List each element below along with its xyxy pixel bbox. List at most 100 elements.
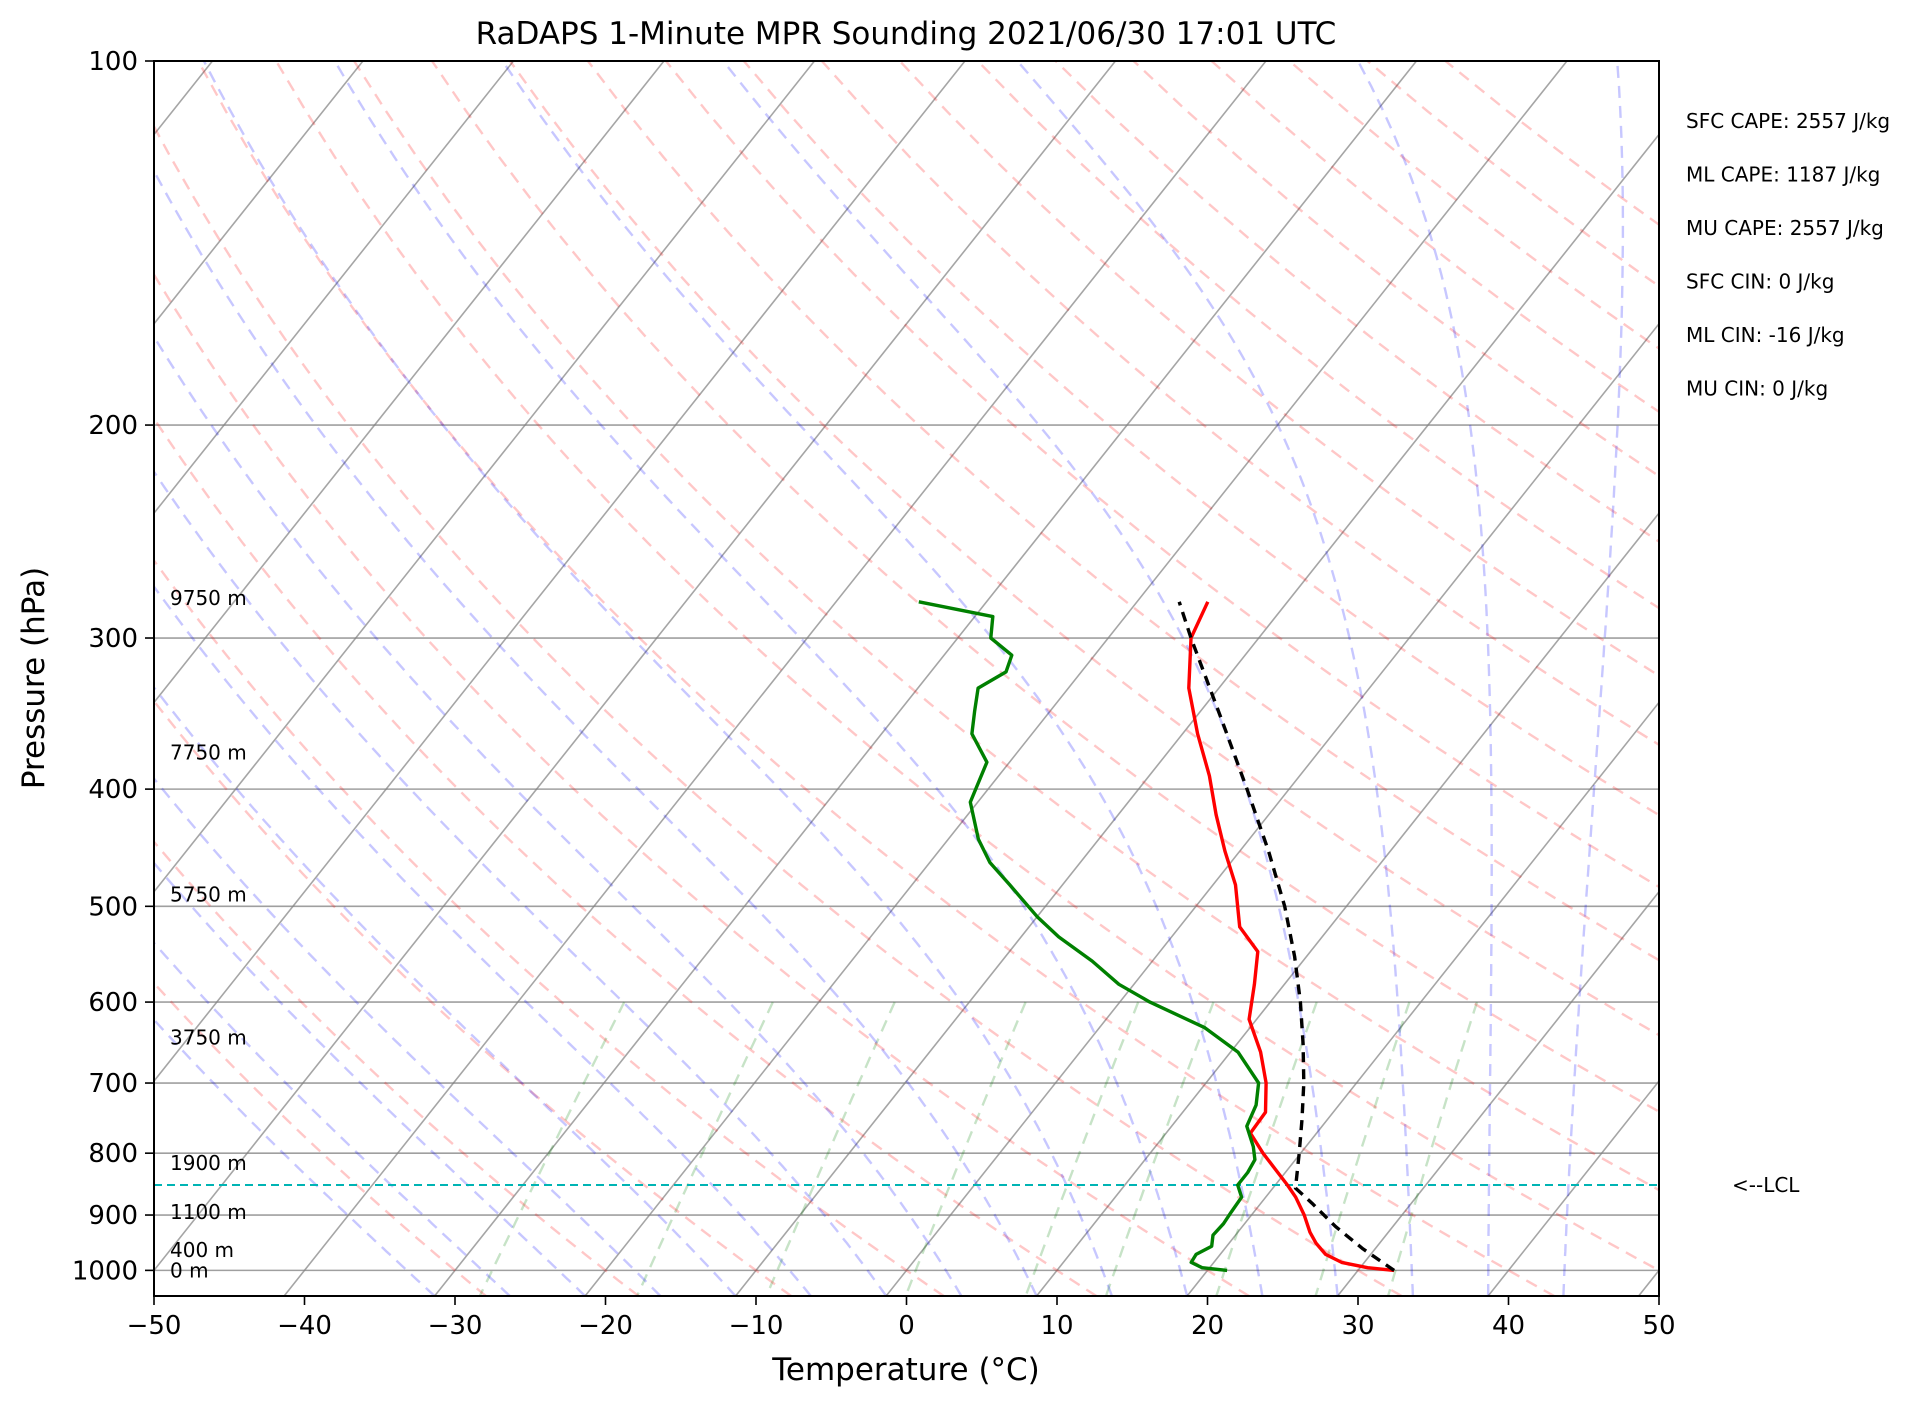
y-tick-label: 300 <box>88 624 138 654</box>
isotherm-line <box>283 61 1267 1296</box>
height-label: 3750 m <box>170 1026 247 1050</box>
moist-adiabat-line <box>154 584 812 1296</box>
y-tick-label: 700 <box>88 1069 138 1099</box>
moist-adiabat-line <box>1562 61 1625 1296</box>
parcel-profile-line <box>1177 601 1396 1272</box>
stat-text: SFC CAPE: 2557 J/kg <box>1686 109 1890 133</box>
x-axis-ticks: −50 −40 −30 −20 −10 0 10 20 30 40 50 <box>127 1296 1676 1341</box>
moist-adiabat-line <box>154 469 888 1296</box>
dry-adiabat-line <box>431 61 1659 1114</box>
x-tick-label: −40 <box>277 1311 332 1341</box>
isotherm-line <box>1036 511 1659 1296</box>
isotherm-line <box>154 61 816 894</box>
dry-adiabat-line <box>976 61 1659 610</box>
height-label: 5750 m <box>170 883 247 907</box>
dry-adiabat-line <box>353 61 1659 1192</box>
dry-adiabat-line <box>154 272 1250 1296</box>
moist-adiabat-line <box>154 1018 436 1296</box>
stat-text: MU CAPE: 2557 J/kg <box>1686 216 1884 240</box>
moist-adiabat-line <box>1356 61 1493 1296</box>
mixing-ratio-line <box>904 1001 1027 1296</box>
moist-adiabat-line <box>501 61 1264 1296</box>
moist-adiabat-line <box>202 61 1114 1296</box>
dewpoint-line <box>918 600 1261 1273</box>
lcl-label: <--LCL <box>1732 1173 1800 1197</box>
mixing-ratio-line <box>1386 1001 1479 1296</box>
moist-adiabat-line <box>722 61 1339 1296</box>
dry-adiabat-line <box>820 61 1659 747</box>
y-tick-label: 500 <box>88 892 138 922</box>
dry-adiabat-line <box>275 61 1659 1272</box>
stat-text: MU CIN: 0 J/kg <box>1686 377 1828 401</box>
mixing-ratio-line <box>636 1001 774 1296</box>
x-tick-label: 20 <box>1191 1311 1224 1341</box>
moist-adiabat-line <box>154 861 586 1296</box>
y-tick-label: 200 <box>88 411 138 441</box>
isotherm-line <box>154 61 665 704</box>
background-grid <box>154 61 1659 1296</box>
y-tick-label: 800 <box>88 1139 138 1169</box>
y-tick-label: 900 <box>88 1201 138 1231</box>
mixing-ratio-line <box>765 1001 896 1296</box>
x-tick-label: −30 <box>428 1311 483 1341</box>
x-tick-label: 40 <box>1492 1311 1525 1341</box>
isotherm-line <box>434 61 1418 1296</box>
moist-adiabat-line <box>154 168 1038 1296</box>
dry-adiabat-line <box>154 416 1098 1296</box>
moist-adiabat-line <box>154 334 963 1296</box>
y-tick-label: 600 <box>88 988 138 1018</box>
isotherm-line <box>1186 701 1659 1296</box>
dry-adiabat-line <box>197 61 1555 1296</box>
dry-adiabat-line <box>154 558 945 1296</box>
isotherm-line <box>584 61 1568 1296</box>
dry-adiabat-line <box>586 61 1659 962</box>
x-tick-label: 10 <box>1040 1311 1073 1341</box>
height-label: 400 m <box>170 1238 234 1262</box>
x-tick-label: 50 <box>1642 1311 1675 1341</box>
sounding-series <box>918 600 1396 1273</box>
moist-adiabat-line <box>333 61 1189 1296</box>
isotherm-line <box>154 61 1117 1272</box>
chart-title: RaDAPS 1-Minute MPR Sounding 2021/06/30 … <box>476 16 1337 52</box>
moist-adiabat-line <box>154 941 511 1296</box>
stat-text: SFC CIN: 0 J/kg <box>1686 270 1834 294</box>
dry-adiabat-line <box>154 124 1403 1296</box>
x-axis-label: Temperature (°C) <box>771 1352 1040 1388</box>
stat-text: ML CAPE: 1187 J/kg <box>1686 163 1880 187</box>
y-axis-ticks: 100 200 300 400 500 600 700 800 900 1000 <box>72 47 154 1286</box>
dry-adiabat-line <box>898 61 1659 678</box>
isotherm-line <box>1487 1079 1659 1296</box>
stat-text: ML CIN: -16 J/kg <box>1686 323 1845 347</box>
moist-adiabat-line <box>1016 61 1415 1296</box>
isotherm-line <box>1337 890 1659 1296</box>
x-tick-label: −10 <box>729 1311 784 1341</box>
dry-adiabats <box>154 61 1659 1296</box>
temperature-line <box>1187 601 1395 1273</box>
height-label: 0 m <box>170 1258 209 1282</box>
moist-adiabat-line <box>154 685 737 1296</box>
height-label: 7750 m <box>170 740 247 764</box>
mixing-ratio-line <box>1024 1001 1140 1296</box>
height-labels: 9750 m 7750 m 5750 m 3750 m 1900 m 1100 m 400 … <box>170 586 247 1282</box>
mixing-ratio-line <box>1215 1001 1318 1296</box>
dry-adiabat-line <box>154 699 792 1296</box>
y-axis-label: Pressure (hPa) <box>16 567 52 789</box>
plot-background <box>154 61 1659 1296</box>
stability-stats: SFC CAPE: 2557 J/kg ML CAPE: 1187 J/kg MU … <box>1686 109 1890 401</box>
x-tick-label: 0 <box>898 1311 915 1341</box>
y-tick-label: 400 <box>88 775 138 805</box>
mixing-ratio-line <box>478 1001 626 1296</box>
mixing-ratio-line <box>1104 1001 1215 1296</box>
isotherm-line <box>885 322 1659 1296</box>
moist-adiabat-line <box>154 776 662 1296</box>
isotherm-line <box>735 133 1659 1296</box>
height-label: 1100 m <box>170 1200 247 1224</box>
isotherm-line <box>154 61 364 326</box>
dry-adiabat-line <box>509 61 1659 1037</box>
moist-adiabats <box>154 61 1625 1296</box>
x-tick-label: 30 <box>1341 1311 1374 1341</box>
isotherm-line <box>154 61 515 515</box>
x-tick-label: −50 <box>127 1311 182 1341</box>
x-tick-label: −20 <box>578 1311 633 1341</box>
